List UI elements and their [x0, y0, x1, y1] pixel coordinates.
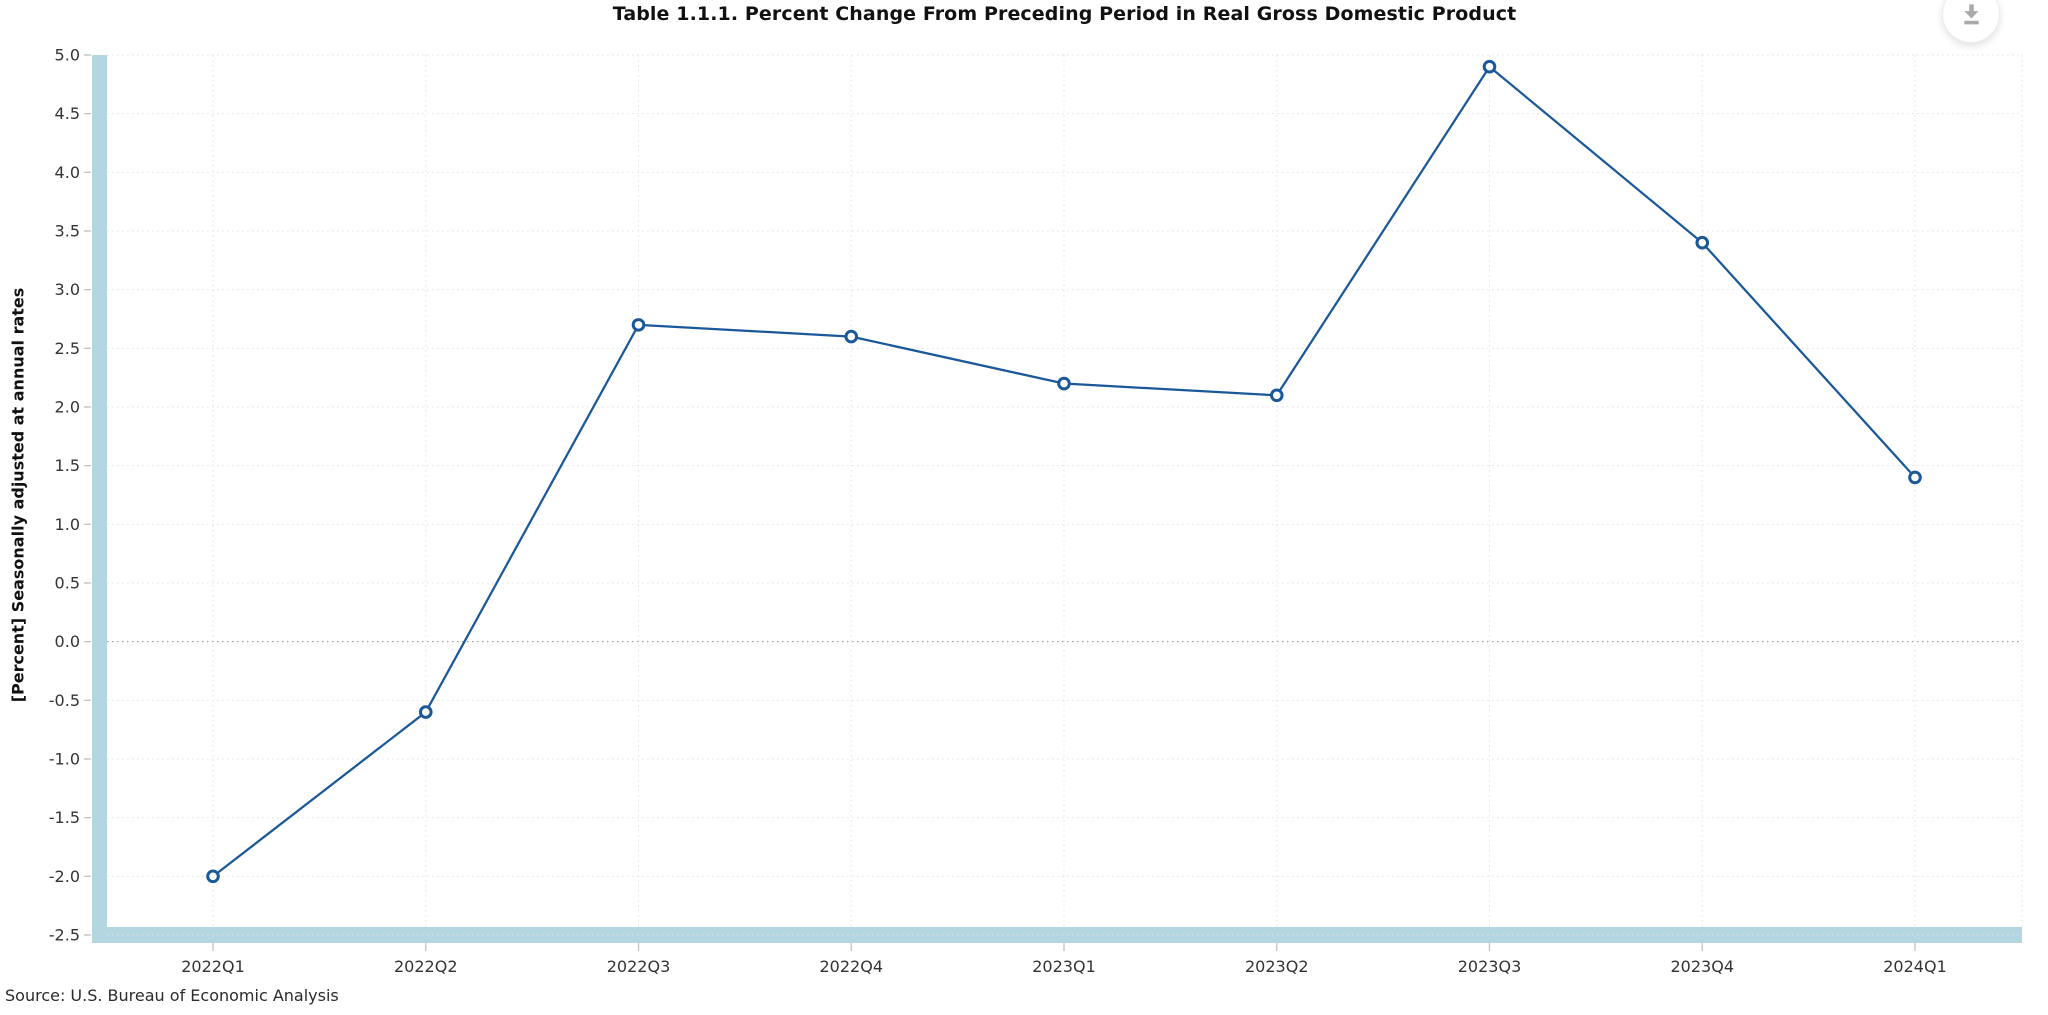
x-tick-label: 2022Q4 — [820, 957, 884, 976]
data-point-2023Q4[interactable] — [1695, 235, 1710, 250]
y-tick-label: 4.5 — [55, 104, 80, 123]
x-tick-label: 2022Q2 — [394, 957, 458, 976]
data-point-2023Q3[interactable] — [1482, 59, 1497, 74]
x-tick-label: 2023Q1 — [1032, 957, 1096, 976]
y-tick-label: 1.0 — [55, 515, 80, 534]
y-tick-label: 3.0 — [55, 280, 80, 299]
x-tick-label: 2023Q4 — [1671, 957, 1735, 976]
y-tick-label: -0.5 — [49, 691, 80, 710]
x-tick-label: 2024Q1 — [1883, 957, 1947, 976]
x-tick-label: 2023Q3 — [1458, 957, 1522, 976]
data-point-2022Q3[interactable] — [631, 318, 646, 332]
y-tick-label: 3.5 — [55, 222, 80, 241]
y-tick-label: -1.0 — [49, 750, 80, 769]
data-point-2022Q2[interactable] — [418, 705, 433, 719]
x-tick-label: 2022Q3 — [607, 957, 671, 976]
data-point-2024Q1[interactable] — [1908, 470, 1922, 485]
y-tick-label: -2.5 — [49, 926, 80, 945]
y-tick-label: 5.0 — [55, 46, 80, 65]
y-tick-label: 4.0 — [55, 163, 80, 182]
data-point-2022Q1[interactable] — [206, 869, 220, 884]
source-note: Source: U.S. Bureau of Economic Analysis — [5, 986, 339, 1005]
y-tick-label: -1.5 — [49, 808, 80, 827]
y-tick-label: 2.0 — [55, 398, 80, 417]
y-tick-label: 0.0 — [55, 632, 80, 651]
data-point-2023Q2[interactable] — [1269, 388, 1284, 403]
data-point-2022Q4[interactable] — [844, 329, 859, 344]
y-axis-band — [92, 55, 107, 927]
data-point-2023Q1[interactable] — [1057, 376, 1071, 391]
y-tick-label: -2.0 — [49, 867, 80, 886]
y-tick-label: 1.5 — [55, 456, 80, 475]
chart-title: Table 1.1.1. Percent Change From Precedi… — [612, 3, 1517, 25]
y-tick-label: 0.5 — [55, 574, 80, 593]
x-tick-label: 2022Q1 — [181, 957, 245, 976]
y-tick-label: 2.5 — [55, 339, 80, 358]
gdp-series-line — [211, 65, 1917, 878]
download-icon — [1963, 3, 1979, 24]
x-tick-label: 2023Q2 — [1245, 957, 1309, 976]
